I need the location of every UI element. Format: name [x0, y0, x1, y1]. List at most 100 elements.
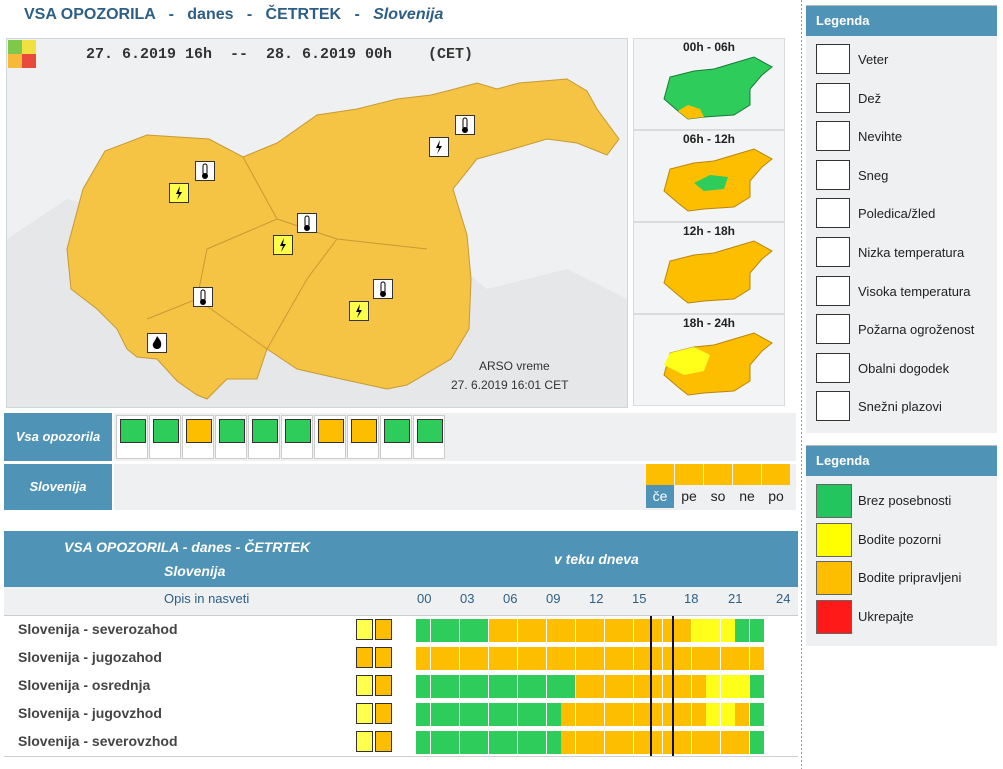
timeline-segment	[474, 703, 489, 726]
timeline-segment	[532, 675, 547, 698]
legend-label: Veter	[858, 52, 889, 67]
timeline-segment	[749, 703, 765, 726]
legend-label: Nizka temperatura	[858, 245, 965, 260]
thermometer-icon[interactable]	[375, 703, 392, 724]
rain-icon	[816, 82, 850, 113]
high-temp-filter[interactable]	[314, 415, 346, 459]
thumb-12-18[interactable]: 12h - 18h	[633, 222, 785, 314]
timeline-segment	[735, 675, 750, 698]
color-swatch	[816, 561, 852, 595]
legend-toggle-icon[interactable]	[8, 40, 36, 68]
day-tab[interactable]: so	[704, 464, 732, 508]
lightning-icon	[816, 121, 850, 152]
wave-icon	[816, 352, 850, 383]
timeline-segment	[619, 703, 634, 726]
lightning-icon[interactable]	[349, 301, 369, 321]
timeline-segment	[720, 703, 736, 726]
timeline-segment	[430, 619, 446, 642]
legend-item: Ukrepajte	[816, 599, 996, 634]
timeline-segment	[619, 619, 634, 642]
storm-filter[interactable]	[182, 415, 214, 459]
timeline-segment	[706, 647, 721, 670]
ice-icon	[816, 198, 850, 229]
legend-item: Bodite pozorni	[816, 522, 996, 557]
warning-map[interactable]: ARSO vreme 27. 6.2019 16:01 CET	[6, 38, 628, 408]
timeline-segment	[517, 619, 533, 642]
timeline-segment	[633, 675, 649, 698]
region-name: Slovenija - severovzhod	[18, 733, 178, 749]
mini-map	[663, 148, 773, 212]
table-row[interactable]: Slovenija - severozahod	[4, 616, 798, 645]
timeline-segment	[561, 675, 576, 698]
legend-item: Visoka temperatura	[816, 275, 996, 306]
thumb-18-24[interactable]: 18h - 24h	[633, 314, 785, 406]
table-row[interactable]: Slovenija - jugovzhod	[4, 700, 798, 729]
timeline-segment	[706, 619, 721, 642]
timeline-segment	[735, 647, 750, 670]
thermometer-low-icon	[285, 419, 311, 443]
coastal-filter[interactable]	[380, 415, 412, 459]
timeline-segment	[532, 647, 547, 670]
timeline-segment	[459, 675, 475, 698]
table-row[interactable]: Slovenija - jugozahod	[4, 644, 798, 673]
fire-icon[interactable]	[147, 333, 167, 353]
ice-icon	[252, 419, 278, 443]
timeline-segment	[503, 675, 518, 698]
avalanche-filter[interactable]	[413, 415, 445, 459]
legend-title: Legenda	[806, 6, 997, 36]
thermometer-icon[interactable]	[193, 287, 213, 307]
wind-filter[interactable]	[116, 415, 148, 459]
table-title: VSA OPOZORILA - danes - ČETRTEK	[64, 539, 311, 555]
legend-label: Požarna ogroženost	[858, 322, 975, 338]
snow-filter[interactable]	[215, 415, 247, 459]
thermometer-icon[interactable]	[455, 115, 475, 135]
day-tab[interactable]: po	[762, 464, 790, 508]
thermometer-icon[interactable]	[375, 731, 392, 752]
table-row[interactable]: Slovenija - osrednja	[4, 672, 798, 701]
timeline-segment	[677, 703, 692, 726]
timeline-segment	[633, 647, 649, 670]
thermometer-icon[interactable]	[373, 279, 393, 299]
thumb-06-12[interactable]: 06h - 12h	[633, 130, 785, 222]
lightning-icon[interactable]	[356, 619, 373, 640]
thermometer-icon[interactable]	[375, 675, 392, 696]
snow-icon	[219, 419, 245, 443]
low-temp-filter[interactable]	[281, 415, 313, 459]
all-warnings-label: Vsa opozorila	[4, 413, 112, 461]
timeline-segment	[720, 647, 736, 670]
day-tab[interactable]: če	[646, 464, 674, 508]
day-tab[interactable]: pe	[675, 464, 703, 508]
current-time-marker	[650, 728, 652, 756]
fire-filter[interactable]	[347, 415, 379, 459]
timeline-segment	[416, 731, 431, 754]
fire-icon[interactable]	[375, 647, 392, 668]
hour-label: 21	[728, 591, 743, 606]
timeline-segment	[749, 731, 765, 754]
lightning-icon[interactable]	[356, 703, 373, 724]
legend-label: Nevihte	[858, 129, 903, 145]
thermometer-icon[interactable]	[297, 213, 317, 233]
rain-filter[interactable]	[149, 415, 181, 459]
wind-icon	[816, 44, 850, 74]
timeline-segment	[604, 675, 620, 698]
timeline-segment	[561, 619, 576, 642]
map-timestamp: 27. 6.2019 16:01 CET	[451, 378, 569, 392]
lightning-icon[interactable]	[356, 675, 373, 696]
day-tab[interactable]: ne	[733, 464, 761, 508]
thumb-00-06[interactable]: 00h - 06h	[633, 38, 785, 130]
hour-label: 12	[589, 591, 604, 606]
lightning-icon[interactable]	[429, 137, 449, 157]
timeline-segment	[575, 619, 591, 642]
thermometer-icon[interactable]	[375, 619, 392, 640]
thermometer-icon[interactable]	[195, 161, 215, 181]
thermometer-icon[interactable]	[356, 647, 373, 668]
region-name: Slovenija - osrednja	[18, 677, 151, 693]
timeline-segment	[445, 675, 460, 698]
snow-icon	[816, 159, 850, 190]
lightning-icon[interactable]	[356, 731, 373, 752]
ice-filter[interactable]	[248, 415, 280, 459]
lightning-icon[interactable]	[169, 183, 189, 203]
timeline-segment	[735, 731, 750, 754]
lightning-icon[interactable]	[273, 235, 293, 255]
table-row[interactable]: Slovenija - severovzhod	[4, 728, 798, 757]
